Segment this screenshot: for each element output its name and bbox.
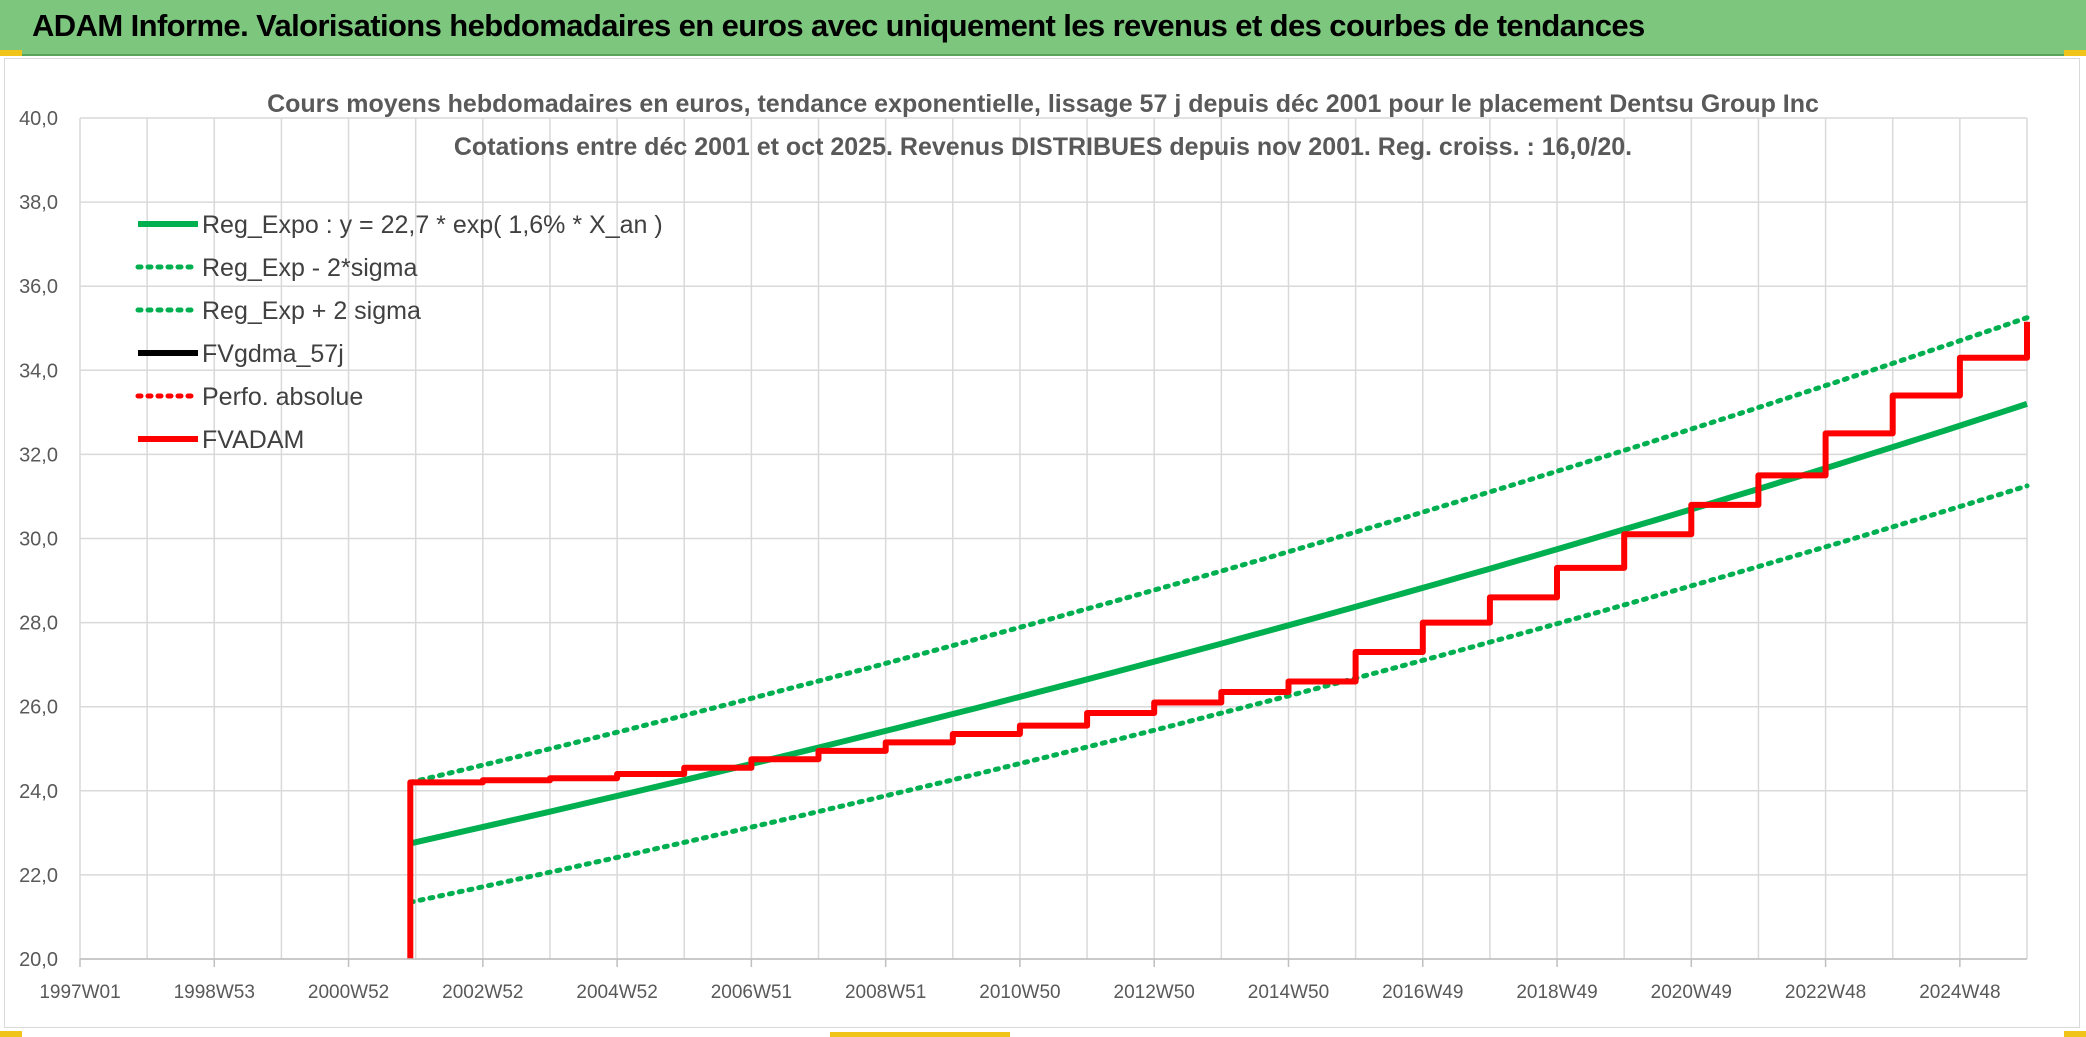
legend-label-0: Reg_Expo : y = 22,7 * exp( 1,6% * X_an ) [202, 211, 663, 239]
y-tick-label: 32,0 [19, 444, 58, 466]
corner-mark-bottom-right [2064, 1031, 2086, 1037]
report-banner: ADAM Informe. Valorisations hebdomadaire… [0, 0, 2086, 56]
x-tick-label: 2008W51 [845, 982, 926, 1003]
y-tick-label: 34,0 [19, 360, 58, 382]
y-tick-label: 20,0 [19, 949, 58, 971]
legend-label-5: FVADAM [202, 426, 304, 454]
x-tick-label: 2020W49 [1651, 982, 1732, 1003]
x-tick-label: 2024W48 [1919, 982, 2000, 1003]
legend-label-4: Perfo. absolue [202, 383, 363, 411]
series-line-2 [407, 315, 2030, 785]
y-tick-label: 36,0 [19, 276, 58, 298]
corner-mark-bottom-left [0, 1031, 22, 1037]
legend-label-1: Reg_Exp - 2*sigma [202, 254, 417, 282]
series-line-1 [407, 483, 2030, 905]
chart-title-line: Cours moyens hebdomadaires en euros, ten… [267, 90, 1819, 118]
bottom-mark [830, 1032, 1010, 1037]
x-tick-label: 2014W50 [1248, 982, 1329, 1003]
chart-frame [4, 58, 2080, 1028]
y-tick-label: 30,0 [19, 529, 58, 551]
y-tick-label: 38,0 [19, 192, 58, 214]
corner-mark-right [2064, 50, 2086, 56]
x-tick-label: 1997W01 [39, 982, 120, 1003]
y-tick-label: 24,0 [19, 781, 58, 803]
chart-title-line: Cotations entre déc 2001 et oct 2025. Re… [454, 133, 1632, 161]
x-tick-label: 2016W49 [1382, 982, 1463, 1003]
y-tick-label: 40,0 [19, 108, 58, 130]
x-tick-label: 2012W50 [1114, 982, 1195, 1003]
x-tick-label: 2006W51 [711, 982, 792, 1003]
legend-label-2: Reg_Exp + 2 sigma [202, 297, 421, 325]
corner-mark-left [0, 50, 22, 56]
series-lines [407, 315, 2030, 959]
x-tick-label: 2022W48 [1785, 982, 1866, 1003]
x-tick-label: 2004W52 [576, 982, 657, 1003]
x-tick-label: 2018W49 [1516, 982, 1597, 1003]
y-tick-label: 28,0 [19, 613, 58, 635]
chart-title: Cours moyens hebdomadaires en euros, ten… [267, 90, 1819, 161]
series-line-5 [407, 321, 2030, 959]
x-tick-label: 2010W50 [979, 982, 1060, 1003]
legend: Reg_Expo : y = 22,7 * exp( 1,6% * X_an )… [135, 211, 663, 454]
legend-label-3: FVgdma_57j [202, 340, 344, 368]
y-tick-label: 22,0 [19, 865, 58, 887]
axes: 20,0 22,0 24,0 26,0 28,0 30,0 32,0 34,0 36,0 38,0… [19, 108, 2027, 1003]
y-tick-label: 26,0 [19, 697, 58, 719]
grid [79, 117, 2028, 960]
x-tick-label: 1998W53 [174, 982, 255, 1003]
report-title: ADAM Informe. Valorisations hebdomadaire… [32, 8, 1645, 43]
x-tick-label: 2002W52 [442, 982, 523, 1003]
series-line-0 [409, 401, 2028, 847]
x-tick-label: 2000W52 [308, 982, 389, 1003]
